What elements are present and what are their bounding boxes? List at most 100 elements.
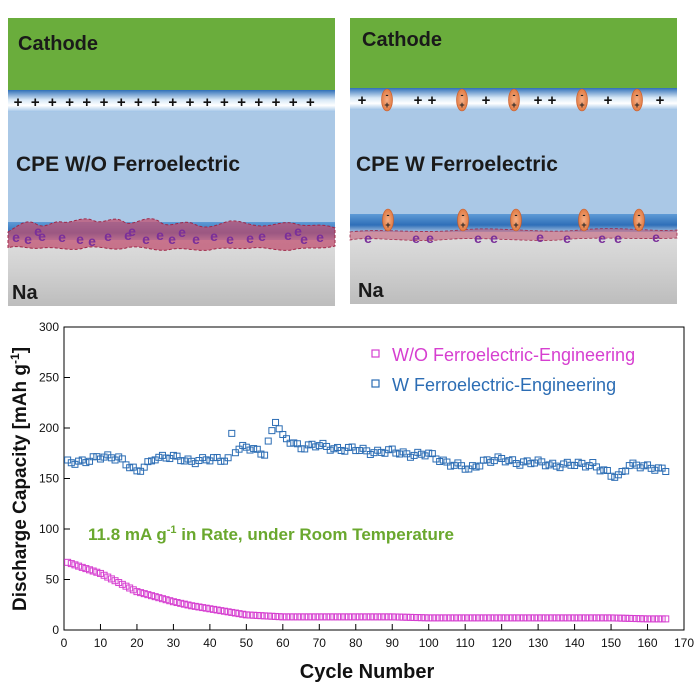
electron: e xyxy=(76,231,84,247)
data-point xyxy=(158,595,166,603)
data-point xyxy=(268,427,276,435)
data-point xyxy=(622,467,630,475)
y-axis-title: Discharge Capacity [mAh g-1] xyxy=(8,347,31,611)
electron: e xyxy=(294,223,302,239)
dipole-plus: + xyxy=(634,100,639,110)
dipole-body xyxy=(631,88,643,112)
data-point xyxy=(352,447,360,455)
plus-charge: + xyxy=(186,94,195,111)
dipole-minus: - xyxy=(386,90,389,100)
data-point xyxy=(396,450,404,458)
x-tick-label: 40 xyxy=(203,636,217,650)
legend-label-wo: W/O Ferroelectric-Engineering xyxy=(392,345,635,365)
ferroelectric-dipole: -+ xyxy=(456,88,468,112)
ferroelectric-dipole: -+ xyxy=(578,208,590,232)
data-point xyxy=(151,593,159,601)
data-point xyxy=(439,456,447,464)
data-point xyxy=(308,613,316,621)
data-point xyxy=(71,561,79,569)
data-point xyxy=(487,614,495,622)
data-point xyxy=(144,458,152,466)
data-point xyxy=(210,454,218,462)
cathode-layer xyxy=(350,18,677,88)
data-point xyxy=(344,443,352,451)
data-point xyxy=(282,613,290,621)
data-point xyxy=(366,450,374,458)
plot-frame xyxy=(63,326,685,631)
data-point xyxy=(406,453,414,461)
rate-annotation: 11.8 mA g-1 in Rate, under Room Temperat… xyxy=(88,524,454,544)
data-point xyxy=(297,613,305,621)
electron: e xyxy=(104,228,112,244)
ferroelectric-dipole: -+ xyxy=(510,208,522,232)
data-point xyxy=(636,615,644,623)
plus-charge: + xyxy=(428,92,437,109)
data-point xyxy=(173,452,181,460)
data-point xyxy=(571,614,579,622)
data-point xyxy=(421,614,429,622)
data-point xyxy=(494,614,502,622)
data-point xyxy=(352,613,360,621)
data-point xyxy=(534,614,542,622)
plus-charge: + xyxy=(254,94,263,111)
plus-charge: + xyxy=(168,94,177,111)
data-point xyxy=(122,582,130,590)
dipole-minus: - xyxy=(513,90,516,100)
electron: e xyxy=(426,230,434,246)
data-point xyxy=(603,466,611,474)
data-point xyxy=(592,614,600,622)
data-point xyxy=(582,614,590,622)
data-point xyxy=(268,612,276,620)
x-tick-label: 170 xyxy=(674,636,694,650)
dipole-plus: + xyxy=(459,100,464,110)
data-point xyxy=(126,584,134,592)
x-tick-label: 110 xyxy=(456,636,475,650)
data-point xyxy=(468,614,476,622)
data-point xyxy=(326,446,334,454)
data-point xyxy=(199,604,207,612)
data-point xyxy=(447,614,455,622)
data-point xyxy=(115,579,123,587)
data-point xyxy=(239,441,247,449)
electron: e xyxy=(614,230,622,246)
data-point xyxy=(436,614,444,622)
data-point xyxy=(487,458,495,466)
data-point xyxy=(545,614,553,622)
plus-charge: + xyxy=(289,94,298,111)
data-point xyxy=(173,599,181,607)
data-point xyxy=(385,446,393,454)
plus-charge: + xyxy=(65,94,74,111)
electron: e xyxy=(88,233,96,249)
plus-charge: + xyxy=(48,94,57,111)
data-point xyxy=(144,591,152,599)
series-with-ferroelectric xyxy=(64,418,670,481)
data-point xyxy=(461,465,469,473)
dipole-minus: - xyxy=(638,210,641,220)
cathode-label: Cathode xyxy=(18,33,98,55)
dipole-body xyxy=(510,208,522,232)
data-point xyxy=(618,614,626,622)
x-tick-label: 50 xyxy=(240,636,254,650)
data-point xyxy=(359,613,367,621)
plus-charge: + xyxy=(534,92,543,109)
electron: e xyxy=(192,231,200,247)
data-point xyxy=(662,467,670,475)
dipole-body xyxy=(457,208,469,232)
electron: e xyxy=(210,228,218,244)
data-point xyxy=(184,601,192,609)
data-point xyxy=(213,453,221,461)
data-point xyxy=(516,614,524,622)
plus-charge: + xyxy=(656,92,665,109)
data-point xyxy=(439,614,447,622)
data-point xyxy=(406,613,414,621)
electron: e xyxy=(316,229,324,245)
data-point xyxy=(428,450,436,458)
ferroelectric-dipole: -+ xyxy=(633,208,645,232)
data-point xyxy=(625,462,633,470)
ferroelectric-dipole: -+ xyxy=(382,208,394,232)
y-tick-label: 300 xyxy=(39,320,59,334)
data-point xyxy=(647,615,655,623)
data-point xyxy=(279,613,287,621)
data-point xyxy=(264,612,272,620)
data-point xyxy=(494,453,502,461)
